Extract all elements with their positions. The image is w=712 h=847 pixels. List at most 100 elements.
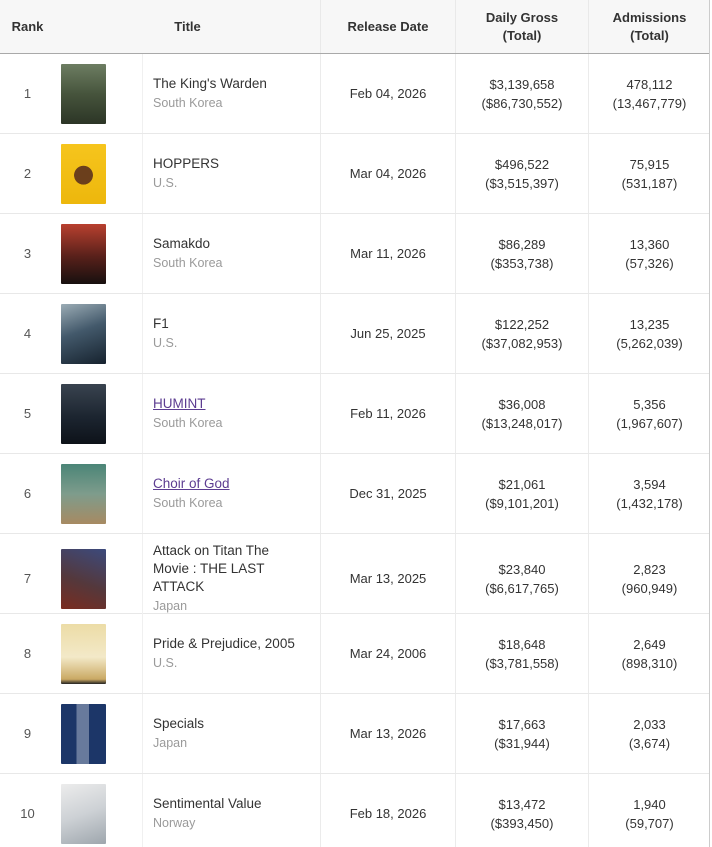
- daily-gross-value: $3,139,658: [489, 76, 555, 92]
- admissions-cell: 478,112 (13,467,779): [588, 54, 709, 133]
- daily-gross-total-value: ($353,738): [490, 255, 554, 271]
- admissions-value: 3,594: [633, 476, 666, 492]
- daily-gross-total-value: ($9,101,201): [485, 495, 559, 511]
- title-cell: The King's Warden South Korea: [142, 54, 320, 133]
- movie-country: U.S.: [153, 656, 178, 670]
- f1-poster[interactable]: [61, 303, 106, 364]
- movie-title[interactable]: HUMINT: [153, 396, 206, 411]
- movie-title: Pride & Prejudice, 2005: [153, 636, 295, 651]
- rank-cell: 10: [0, 774, 55, 847]
- movie-title: F1: [153, 316, 169, 331]
- admissions-cell: 75,915 (531,187): [588, 134, 709, 213]
- admissions-value: 2,823: [633, 561, 666, 577]
- hoppers-poster[interactable]: [61, 143, 106, 204]
- release-date-value: Mar 13, 2025: [349, 571, 427, 586]
- poster-cell: [55, 454, 142, 533]
- daily-gross-total-value: ($37,082,953): [481, 335, 563, 351]
- admissions-total-value: (13,467,779): [612, 95, 687, 111]
- admissions-total-value: (1,967,607): [616, 415, 683, 431]
- admissions-cell: 2,649 (898,310): [588, 614, 709, 693]
- samakdo-poster[interactable]: [61, 223, 106, 284]
- release-date-cell: Mar 13, 2026: [320, 694, 455, 773]
- release-date-value: Mar 24, 2006: [349, 646, 427, 661]
- rank-cell: 1: [0, 54, 55, 133]
- release-date-value: Mar 13, 2026: [349, 726, 427, 741]
- poster-cell: [55, 694, 142, 773]
- poster-cell: [55, 614, 142, 693]
- daily-gross-value: $21,061: [498, 476, 546, 492]
- rank-value: 4: [23, 326, 32, 341]
- pride-and-prejudice-poster[interactable]: [61, 623, 106, 684]
- table-row: 1 The King's Warden South Korea Feb 04, …: [0, 54, 709, 134]
- table-row: 3 Samakdo South Korea Mar 11, 2026 $86,2…: [0, 214, 709, 294]
- rank-value: 6: [23, 486, 32, 501]
- daily-gross-total-value: ($31,944): [494, 735, 550, 751]
- column-header-release-date-label: Release Date: [347, 18, 429, 34]
- admissions-total-value: (59,707): [625, 815, 674, 831]
- choir-of-god-poster[interactable]: [61, 463, 106, 524]
- release-date-value: Feb 18, 2026: [349, 806, 427, 821]
- rank-value: 9: [23, 726, 32, 741]
- attack-on-titan-poster[interactable]: [61, 548, 106, 609]
- release-date-value: Jun 25, 2025: [350, 326, 426, 341]
- release-date-value: Dec 31, 2025: [349, 486, 427, 501]
- specials-poster[interactable]: [61, 703, 106, 764]
- rank-value: 3: [23, 246, 32, 261]
- daily-gross-total-value: ($6,617,765): [485, 580, 559, 596]
- release-date-value: Mar 04, 2026: [349, 166, 427, 181]
- daily-gross-value: $13,472: [498, 796, 546, 812]
- sentimental-value-poster[interactable]: [61, 783, 106, 844]
- daily-gross-total-value: ($86,730,552): [481, 95, 563, 111]
- humint-poster[interactable]: [61, 383, 106, 444]
- admissions-total-value: (531,187): [621, 175, 678, 191]
- the-kings-warden-poster[interactable]: [61, 63, 106, 124]
- daily-gross-cell: $13,472 ($393,450): [455, 774, 588, 847]
- admissions-cell: 3,594 (1,432,178): [588, 454, 709, 533]
- movie-title: HOPPERS: [153, 156, 220, 171]
- daily-gross-cell: $18,648 ($3,781,558): [455, 614, 588, 693]
- admissions-value: 75,915: [629, 156, 670, 172]
- release-date-cell: Mar 24, 2006: [320, 614, 455, 693]
- movie-title: Sentimental Value: [153, 796, 262, 811]
- admissions-total-value: (1,432,178): [616, 495, 683, 511]
- daily-gross-value: $23,840: [498, 561, 546, 577]
- title-cell: HOPPERS U.S.: [142, 134, 320, 213]
- admissions-cell: 13,235 (5,262,039): [588, 294, 709, 373]
- table-row: 4 F1 U.S. Jun 25, 2025 $122,252 ($37,082…: [0, 294, 709, 374]
- poster-cell: [55, 214, 142, 293]
- daily-gross-cell: $496,522 ($3,515,397): [455, 134, 588, 213]
- rank-value: 2: [23, 166, 32, 181]
- daily-gross-cell: $36,008 ($13,248,017): [455, 374, 588, 453]
- daily-gross-cell: $21,061 ($9,101,201): [455, 454, 588, 533]
- movie-title[interactable]: Choir of God: [153, 476, 230, 491]
- movie-title: Attack on Titan The Movie : THE LAST ATT…: [153, 543, 270, 594]
- table-row: 5 HUMINT South Korea Feb 11, 2026 $36,00…: [0, 374, 709, 454]
- daily-gross-cell: $23,840 ($6,617,765): [455, 534, 588, 623]
- release-date-value: Feb 04, 2026: [349, 86, 427, 101]
- title-cell: Samakdo South Korea: [142, 214, 320, 293]
- daily-gross-cell: $122,252 ($37,082,953): [455, 294, 588, 373]
- daily-gross-value: $496,522: [494, 156, 550, 172]
- rank-value: 8: [23, 646, 32, 661]
- release-date-cell: Feb 11, 2026: [320, 374, 455, 453]
- rank-cell: 3: [0, 214, 55, 293]
- rank-cell: 4: [0, 294, 55, 373]
- daily-gross-cell: $86,289 ($353,738): [455, 214, 588, 293]
- table-body: 1 The King's Warden South Korea Feb 04, …: [0, 54, 709, 847]
- admissions-value: 5,356: [633, 396, 666, 412]
- rank-value: 5: [23, 406, 32, 421]
- admissions-total-value: (898,310): [621, 655, 678, 671]
- movie-title: The King's Warden: [153, 76, 267, 91]
- admissions-value: 2,649: [633, 636, 666, 652]
- column-header-rank-label: Rank: [11, 18, 44, 34]
- movie-title: Samakdo: [153, 236, 211, 251]
- release-date-cell: Feb 04, 2026: [320, 54, 455, 133]
- rank-value: 10: [20, 806, 35, 821]
- column-header-daily-gross: Daily Gross (Total): [455, 0, 588, 53]
- column-header-daily-gross-sublabel: (Total): [502, 27, 542, 43]
- daily-gross-total-value: ($13,248,017): [481, 415, 563, 431]
- rank-value: 7: [23, 571, 32, 586]
- movie-country: Norway: [153, 816, 196, 830]
- movie-country: U.S.: [153, 176, 178, 190]
- column-header-admissions-label: Admissions: [612, 9, 687, 25]
